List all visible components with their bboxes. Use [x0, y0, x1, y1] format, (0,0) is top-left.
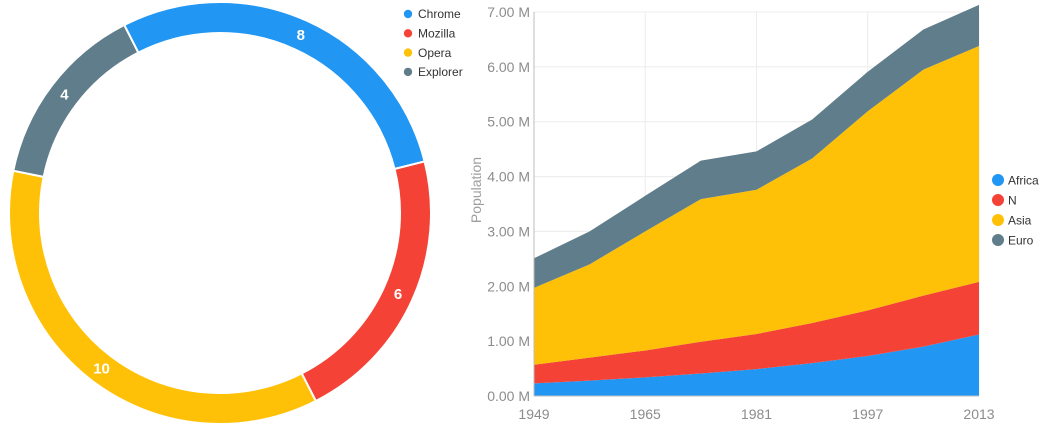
x-tick-label: 2013 — [963, 406, 994, 422]
area-legend-label-euro: Euro — [1008, 234, 1034, 248]
y-tick-label: 0.00 M — [487, 388, 530, 404]
doughnut-legend-marker-chrome — [403, 9, 413, 19]
doughnut-chart: 8 6 10 4 — [8, 1, 432, 425]
doughnut-label-opera: 10 — [93, 361, 110, 378]
y-tick-label: 2.00 M — [487, 278, 530, 294]
doughnut-legend-marker-mozilla — [403, 29, 413, 38]
area-legend: Africa N Asia Euro — [992, 174, 1039, 248]
doughnut-slice-explorer — [12, 23, 140, 179]
x-tick-label: 1949 — [518, 406, 549, 422]
doughnut-label-explorer: 4 — [60, 87, 69, 104]
area-legend-marker-euro — [992, 234, 1004, 246]
area-legend-marker-n — [992, 194, 1004, 206]
area-legend-label-asia: Asia — [1008, 214, 1032, 228]
area-chart: 0.00 M 1.00 M 2.00 M 3.00 M 4.00 M 5.00 M 6.00… — [468, 4, 995, 422]
y-tick-label: 1.00 M — [487, 333, 530, 349]
area-legend-label-africa: Africa — [1008, 174, 1039, 188]
doughnut-label-mozilla: 6 — [394, 286, 402, 303]
y-tick-label: 7.00 M — [487, 4, 530, 20]
y-tick-label: 3.00 M — [487, 223, 530, 239]
doughnut-legend-label-explorer: Explorer — [418, 65, 463, 79]
area-legend-label-n: N — [1008, 194, 1017, 208]
x-tick-label: 1997 — [852, 406, 883, 422]
y-axis-title: Population — [468, 157, 484, 223]
doughnut-legend-label-chrome: Chrome — [418, 7, 461, 21]
doughnut-legend-marker-explorer — [403, 67, 413, 77]
y-tick-label: 6.00 M — [487, 59, 530, 75]
doughnut-legend-label-mozilla: Mozilla — [418, 27, 456, 41]
doughnut-legend-marker-opera — [403, 48, 413, 57]
area-series-euro — [534, 4, 979, 288]
doughnut-legend-label-opera: Opera — [418, 46, 452, 60]
y-tick-label: 5.00 M — [487, 114, 530, 130]
area-series-n — [534, 281, 979, 384]
x-tick-label: 1965 — [630, 406, 661, 422]
area-legend-marker-africa — [992, 174, 1004, 186]
area-series-africa — [534, 334, 979, 396]
area-legend-marker-asia — [992, 214, 1004, 226]
doughnut-label-chrome: 8 — [297, 27, 305, 44]
doughnut-slice-opera — [8, 169, 318, 425]
x-tick-label: 1981 — [741, 406, 772, 422]
doughnut-slice-mozilla — [300, 160, 432, 403]
doughnut-legend: Chrome Mozilla Opera Explorer — [403, 7, 463, 79]
area-series-asia — [534, 46, 979, 365]
doughnut-slice-chrome — [122, 1, 426, 171]
y-tick-label: 4.00 M — [487, 169, 530, 185]
